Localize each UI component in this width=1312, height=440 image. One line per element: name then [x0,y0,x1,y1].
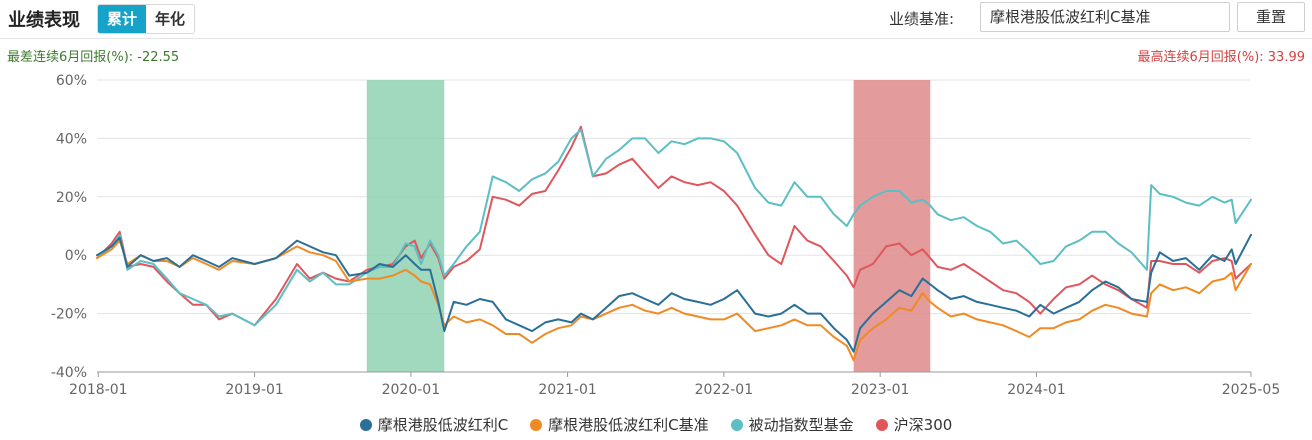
x-tick-label: 2023-01 [851,382,910,398]
period-toggle: 累计 年化 [97,4,196,34]
series-line-fund [96,233,1252,353]
series-line-hs300 [96,125,1252,327]
performance-chart: -40% -20% 0% 20% 40% 60% 2018-01 2019-01 2020-01… [51,73,1281,398]
legend-item-passive[interactable]: 被动指数型基金 [730,414,854,435]
legend-label-passive: 被动指数型基金 [748,416,854,434]
reset-button[interactable]: 重置 [1237,2,1305,32]
legend-swatch-fund [359,418,372,431]
legend-label-hs300: 沪深300 [893,416,953,434]
x-tick-label: 2022-01 [695,382,754,398]
legend-item-benchmark[interactable]: 摩根港股低波红利C基准 [530,414,709,435]
worst-period-band [366,80,445,372]
series-line-benchmark [96,239,1252,362]
y-tick-label: -40% [51,365,87,381]
benchmark-label: 业绩基准: [889,10,955,28]
legend-swatch-benchmark [530,418,543,431]
y-tick-label: 0% [65,248,87,264]
chart-legend: 摩根港股低波红利C 摩根港股低波红利C基准 被动指数型基金 沪深300 [0,414,1312,435]
tab-annualized[interactable]: 年化 [146,5,195,33]
best-period-band [853,80,931,372]
y-tick-label: 20% [56,190,87,206]
x-tick-label: 2020-01 [382,382,441,398]
x-tick-label: 2025-05 [1222,382,1281,398]
y-tick-label: 40% [56,131,87,147]
y-tick-label: -20% [51,307,87,323]
y-tick-label: 60% [56,73,87,89]
x-tick-label: 2024-01 [1007,382,1066,398]
legend-item-hs300[interactable]: 沪深300 [875,414,953,435]
legend-label-fund: 摩根港股低波红利C [377,416,509,434]
page-title: 业绩表现 [8,10,80,31]
legend-item-fund[interactable]: 摩根港股低波红利C [359,414,509,435]
best-6m-return: 最高连续6月回报(%): 33.99 [1137,50,1306,65]
x-tick-label: 2021-01 [538,382,597,398]
toolbar: 业绩表现 累计 年化 业绩基准: 摩根港股低波红利C基准 重置 [0,0,1312,39]
benchmark-input[interactable]: 摩根港股低波红利C基准 [980,2,1230,32]
x-tick-label: 2019-01 [225,382,284,398]
legend-swatch-passive [730,418,743,431]
legend-label-benchmark: 摩根港股低波红利C基准 [548,416,709,434]
x-tick-label: 2018-01 [69,382,128,398]
worst-6m-return: 最差连续6月回报(%): -22.55 [7,50,180,65]
tab-cumulative[interactable]: 累计 [98,5,147,33]
series-line-passive [96,128,1252,327]
legend-swatch-hs300 [875,418,888,431]
